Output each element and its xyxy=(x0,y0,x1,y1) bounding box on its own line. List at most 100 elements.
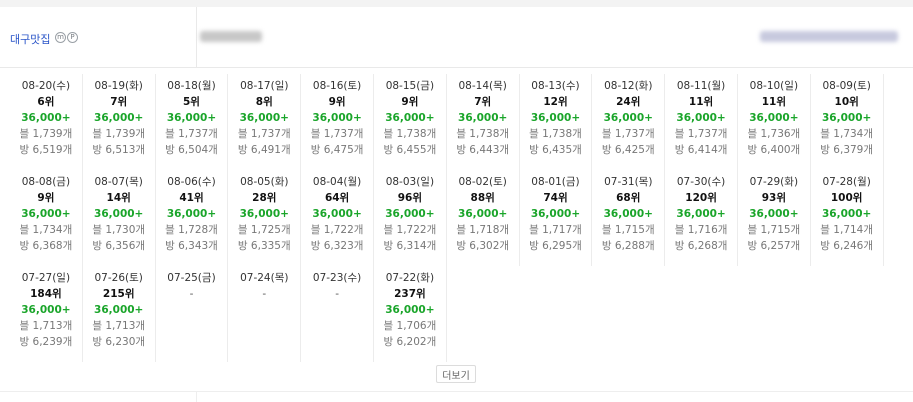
day-date: 08-01(금) xyxy=(531,176,580,188)
blog-count: 블 1,715개 xyxy=(601,224,655,236)
keyword-header: 대구맛집 m P xyxy=(0,7,913,68)
cafe-count: 방 6,356개 xyxy=(92,240,146,252)
cafe-count: 방 6,435개 xyxy=(529,144,582,156)
cafe-count: 방 6,295개 xyxy=(529,240,582,252)
day-rank: 9위 xyxy=(401,96,419,108)
no-data: - xyxy=(189,288,194,300)
day-date: 07-25(금) xyxy=(167,272,216,284)
more-button[interactable]: 더보기 xyxy=(436,365,476,383)
day-cell: 08-17(일) 8위 36,000+ 블 1,737개 방 6,491개 xyxy=(228,74,302,170)
day-date: 08-19(화) xyxy=(94,80,143,92)
daily-rank-grid: 08-20(수) 6위 36,000+ 블 1,739개 방 6,519개 08-19(화… xyxy=(10,74,884,362)
day-cell: 07-27(일) 184위 36,000+ 블 1,713개 방 6,239개 xyxy=(10,266,83,362)
search-volume: 36,000+ xyxy=(239,112,289,124)
bottom-divider xyxy=(0,391,913,392)
day-cell: 07-24(목) - xyxy=(228,266,302,362)
day-cell: 08-11(월) 11위 36,000+ 블 1,737개 방 6,414개 xyxy=(665,74,738,170)
cafe-count: 방 6,443개 xyxy=(456,144,510,156)
day-rank: 9위 xyxy=(37,192,55,204)
blog-count: 블 1,715개 xyxy=(747,224,801,236)
day-cell: 07-25(금) - xyxy=(156,266,229,362)
day-rank: 10위 xyxy=(834,96,859,108)
day-rank: 215위 xyxy=(102,288,135,300)
blog-count: 블 1,739개 xyxy=(19,128,73,140)
day-date: 08-17(일) xyxy=(240,80,289,92)
day-rank: 11위 xyxy=(688,96,714,108)
search-volume: 36,000+ xyxy=(312,208,362,220)
blog-count: 블 1,739개 xyxy=(92,128,146,140)
day-rank: 8위 xyxy=(255,96,273,108)
keyword-column: 대구맛집 m P xyxy=(0,7,197,67)
blurred-url xyxy=(200,31,262,42)
day-rank: 88위 xyxy=(470,192,495,204)
blog-count: 블 1,734개 xyxy=(19,224,73,236)
cafe-count: 방 6,202개 xyxy=(383,336,437,348)
blog-count: 블 1,738개 xyxy=(456,128,510,140)
blog-count: 블 1,713개 xyxy=(19,320,73,332)
day-rank: 28위 xyxy=(252,192,277,204)
day-cell: 08-20(수) 6위 36,000+ 블 1,739개 방 6,519개 xyxy=(10,74,83,170)
day-cell: 08-08(금) 9위 36,000+ 블 1,734개 방 6,368개 xyxy=(10,170,83,266)
day-cell: 08-03(일) 96위 36,000+ 블 1,722개 방 6,314개 xyxy=(374,170,447,266)
day-date: 08-08(금) xyxy=(21,176,71,188)
day-rank: 14위 xyxy=(106,192,131,204)
cafe-count: 방 6,414개 xyxy=(674,144,728,156)
day-cell: 08-07(목) 14위 36,000+ 블 1,730개 방 6,356개 xyxy=(83,170,156,266)
search-volume: 36,000+ xyxy=(239,208,289,220)
blurred-info xyxy=(760,31,898,42)
search-volume: 36,000+ xyxy=(458,112,508,124)
search-volume: 36,000+ xyxy=(94,304,144,316)
day-cell: 08-16(토) 9위 36,000+ 블 1,737개 방 6,475개 xyxy=(301,74,374,170)
day-date: 07-22(화) xyxy=(385,272,435,284)
top-strip xyxy=(0,0,913,7)
day-date: 08-04(월) xyxy=(312,176,362,188)
day-cell: 08-02(토) 88위 36,000+ 블 1,718개 방 6,302개 xyxy=(447,170,520,266)
day-rank: 9위 xyxy=(328,96,346,108)
no-data: - xyxy=(262,288,267,300)
blog-count: 블 1,738개 xyxy=(529,128,582,140)
day-date: 08-10(일) xyxy=(749,80,799,92)
cafe-count: 방 6,504개 xyxy=(165,144,218,156)
day-cell: 08-09(토) 10위 36,000+ 블 1,734개 방 6,379개 xyxy=(811,74,884,170)
search-volume: 36,000+ xyxy=(603,112,653,124)
search-volume: 36,000+ xyxy=(385,112,435,124)
day-date: 07-24(목) xyxy=(240,272,289,284)
cafe-count: 방 6,519개 xyxy=(19,144,73,156)
day-cell: 08-13(수) 12위 36,000+ 블 1,738개 방 6,435개 xyxy=(520,74,593,170)
day-date: 08-14(목) xyxy=(458,80,507,92)
cafe-count: 방 6,400개 xyxy=(747,144,801,156)
search-volume: 36,000+ xyxy=(603,208,653,220)
day-date: 08-02(토) xyxy=(458,176,507,188)
day-date: 07-28(월) xyxy=(822,176,871,188)
day-cell: 08-14(목) 7위 36,000+ 블 1,738개 방 6,443개 xyxy=(447,74,520,170)
keyword-link[interactable]: 대구맛집 xyxy=(10,33,51,46)
blog-count: 블 1,737개 xyxy=(310,128,364,140)
blog-count: 블 1,718개 xyxy=(456,224,510,236)
blog-count: 블 1,714개 xyxy=(820,224,874,236)
cafe-count: 방 6,343개 xyxy=(165,240,218,252)
search-volume: 36,000+ xyxy=(94,112,144,124)
day-date: 07-23(수) xyxy=(312,272,362,284)
search-volume: 36,000+ xyxy=(21,304,71,316)
cafe-count: 방 6,425개 xyxy=(601,144,655,156)
day-cell: 07-29(화) 93위 36,000+ 블 1,715개 방 6,257개 xyxy=(738,170,811,266)
cafe-count: 방 6,379개 xyxy=(820,144,874,156)
day-date: 08-16(토) xyxy=(312,80,362,92)
day-cell: 07-23(수) - xyxy=(301,266,374,362)
day-date: 08-06(수) xyxy=(167,176,216,188)
search-volume: 36,000+ xyxy=(166,208,217,220)
day-cell: 08-04(월) 64위 36,000+ 블 1,722개 방 6,323개 xyxy=(301,170,374,266)
day-date: 07-31(목) xyxy=(604,176,653,188)
search-volume: 36,000+ xyxy=(312,112,362,124)
search-volume: 36,000+ xyxy=(166,112,217,124)
day-date: 08-09(토) xyxy=(822,80,871,92)
day-rank: 237위 xyxy=(394,288,426,300)
cafe-count: 방 6,257개 xyxy=(747,240,801,252)
search-volume: 36,000+ xyxy=(94,208,144,220)
cafe-count: 방 6,268개 xyxy=(674,240,728,252)
day-rank: 64위 xyxy=(324,192,350,204)
day-date: 07-27(일) xyxy=(21,272,71,284)
day-cell: 07-26(토) 215위 36,000+ 블 1,713개 방 6,230개 xyxy=(83,266,156,362)
cafe-count: 방 6,239개 xyxy=(19,336,73,348)
day-date: 07-26(토) xyxy=(94,272,143,284)
